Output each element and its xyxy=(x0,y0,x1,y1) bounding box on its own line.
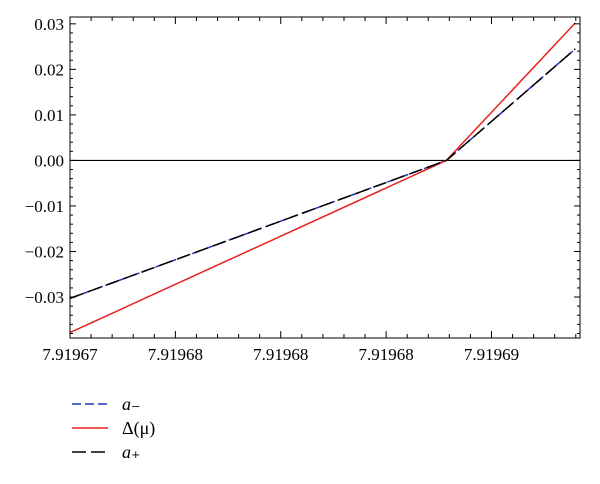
x-tick-label: 7.91969 xyxy=(464,345,519,364)
plot-frame xyxy=(69,16,581,339)
y-tick-label: 0.02 xyxy=(34,60,64,79)
x-tick-label: 7.91967 xyxy=(42,345,98,364)
series-line-0 xyxy=(69,48,576,300)
x-tick-label: 7.91968 xyxy=(253,345,308,364)
y-tick-label: 0.00 xyxy=(34,151,64,170)
x-tick-label: 7.91968 xyxy=(148,345,203,364)
x-tick-label: 7.91968 xyxy=(358,345,413,364)
y-tick-label: −0.02 xyxy=(25,242,64,261)
y-tick-label: −0.01 xyxy=(25,197,64,216)
y-tick-label: −0.03 xyxy=(25,288,64,307)
series-line-2 xyxy=(69,48,576,300)
series-line-1 xyxy=(69,22,576,334)
legend-label: Δ(μ) xyxy=(122,418,155,439)
legend-label: a₋ xyxy=(122,394,141,414)
y-tick-label: 0.03 xyxy=(34,15,64,34)
y-tick-label: 0.01 xyxy=(34,106,64,125)
legend-label: a₊ xyxy=(122,442,141,462)
